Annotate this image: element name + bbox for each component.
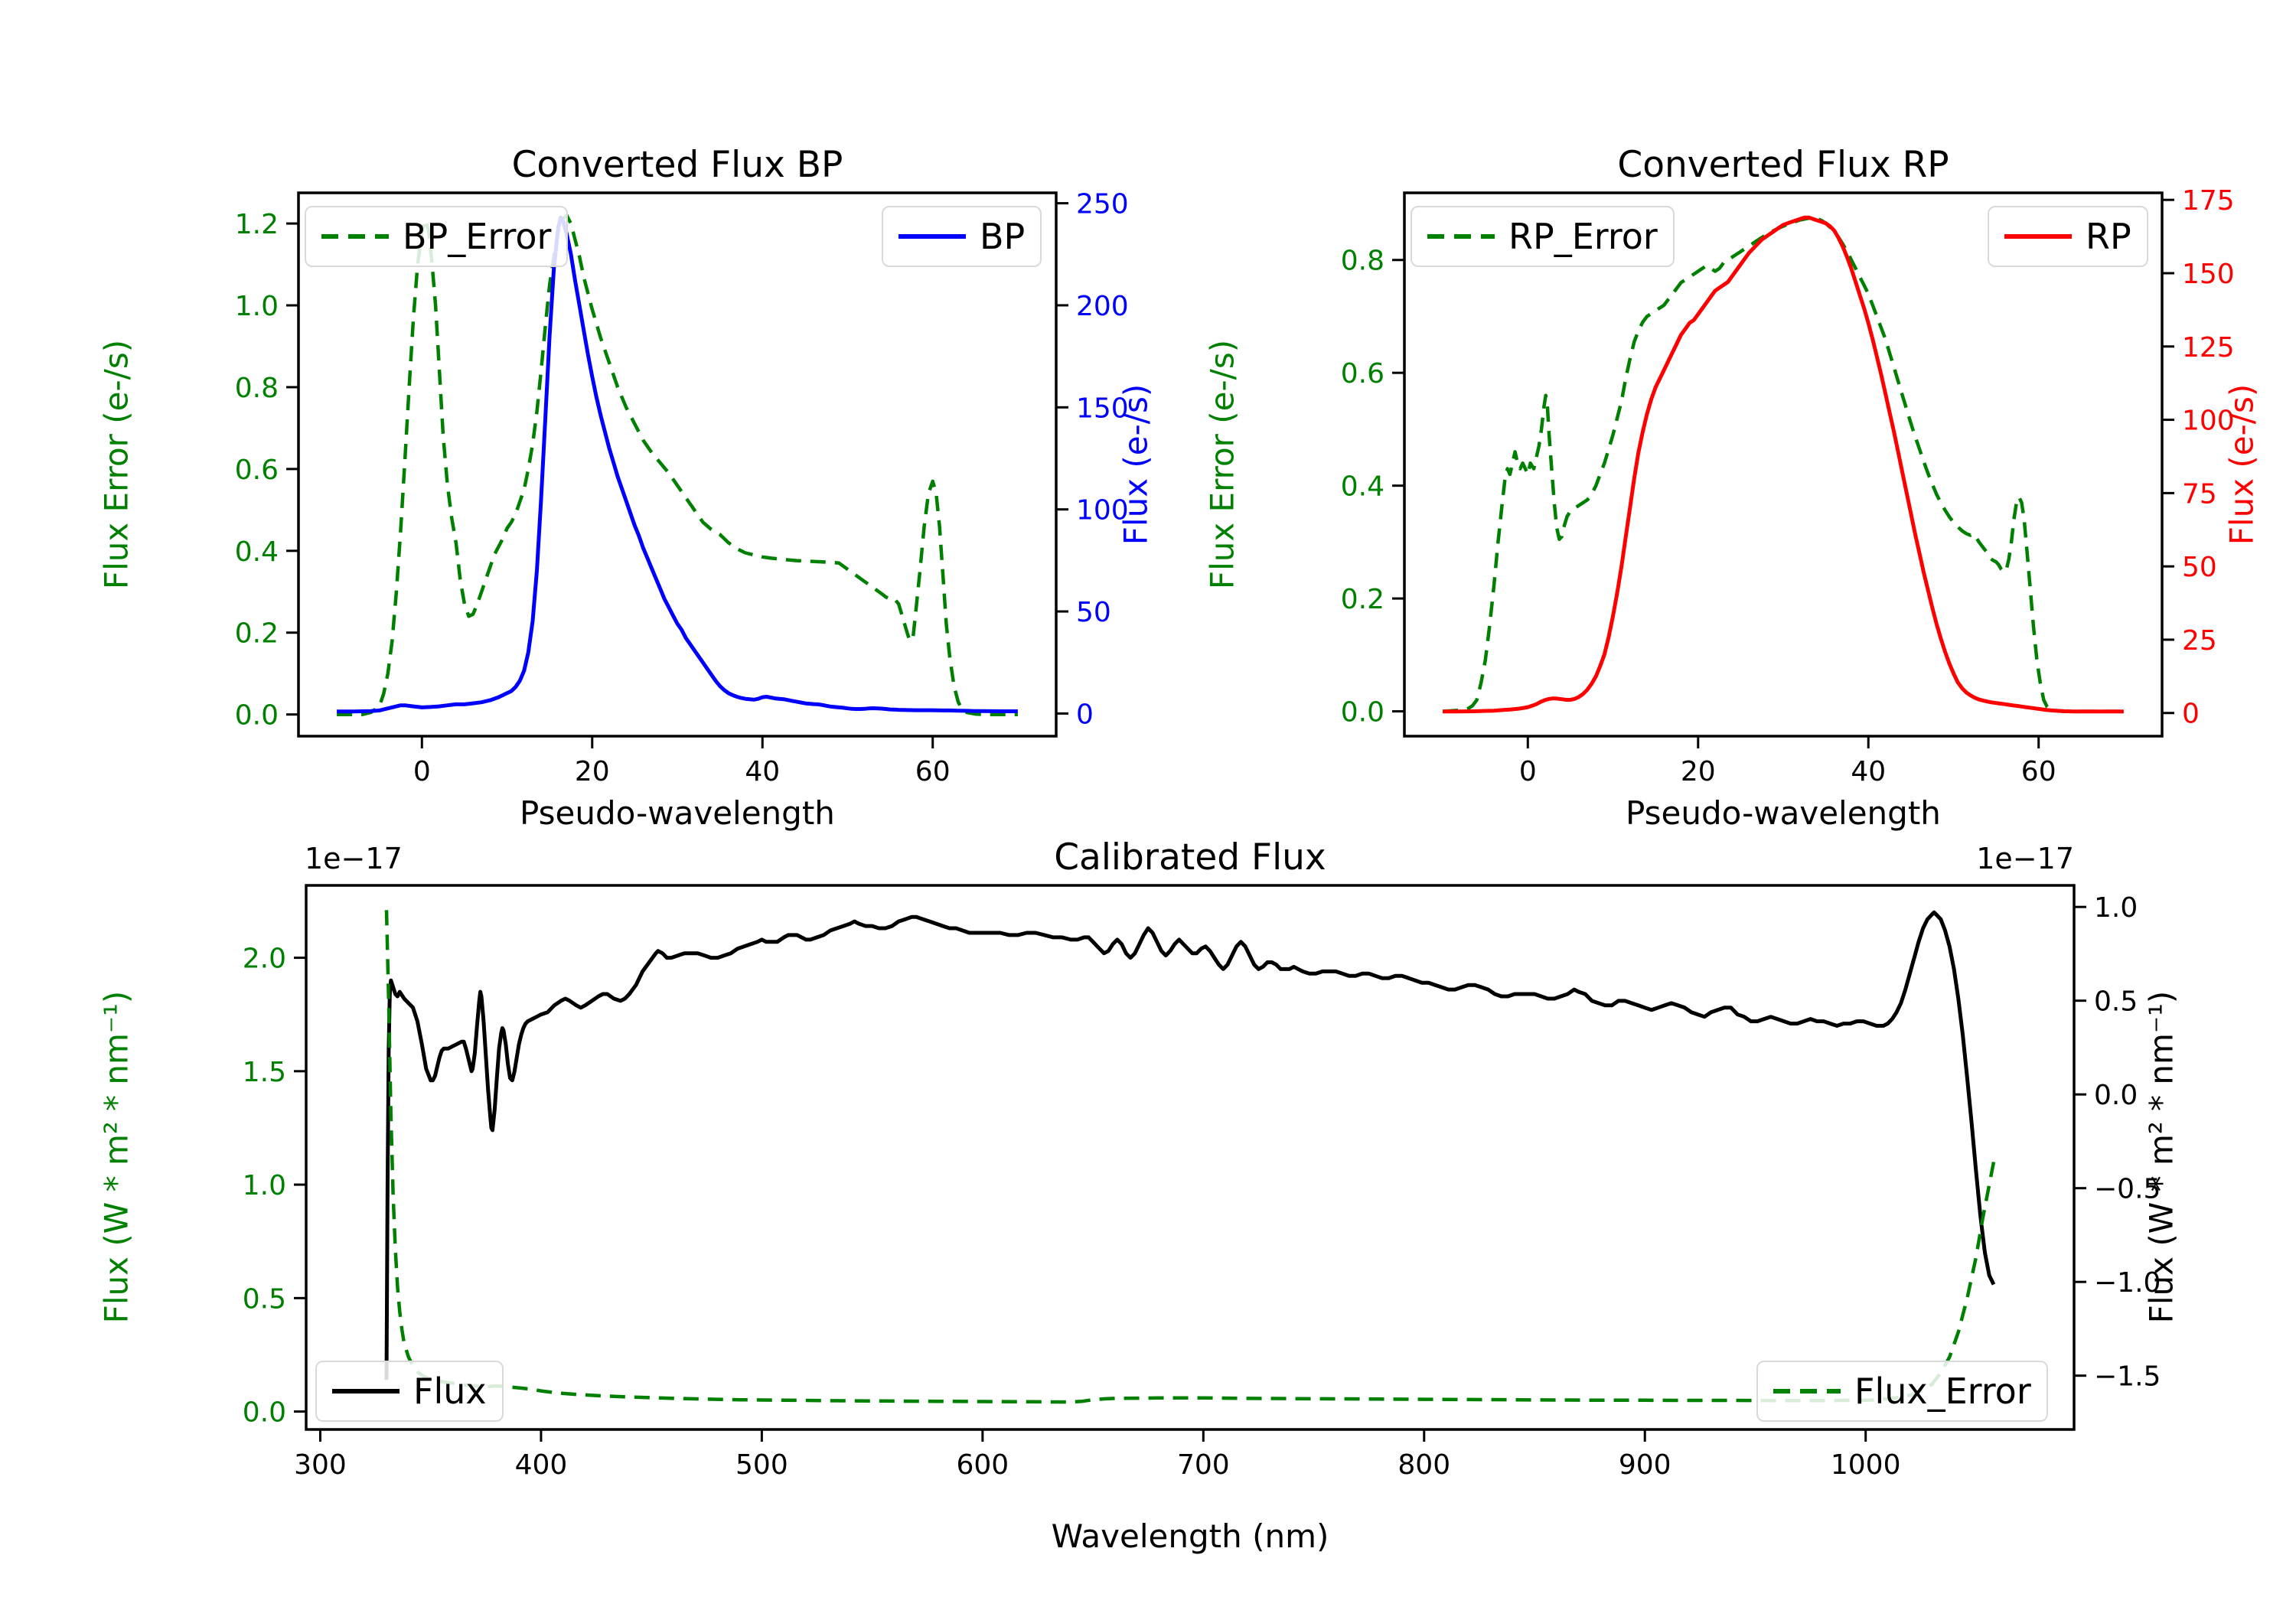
flux-legend-label: Flux [413, 1371, 487, 1412]
tick-label: 900 [1619, 1449, 1671, 1481]
tick-label: 0.2 [1341, 584, 1384, 615]
bp-plot-area: 0 20 40 60 0.0 0.2 0.4 0.6 0.8 1.0 1.2 0 50 100 150 200… [235, 189, 1129, 787]
tick-label: 100 [1076, 495, 1129, 526]
tick-label: 700 [1177, 1449, 1230, 1481]
tick-label: 25 [2182, 625, 2217, 657]
flux-error-legend-line [1773, 1389, 1841, 1393]
tick-label: 250 [1076, 189, 1129, 220]
tick-label: 600 [956, 1449, 1009, 1481]
tick-label: 0.0 [2094, 1080, 2138, 1111]
tick-label: 100 [2182, 406, 2235, 437]
cal-spines [305, 884, 2076, 1431]
tick-label: −1.0 [2094, 1267, 2161, 1299]
tick-label: 1.5 [243, 1057, 286, 1088]
right-axis-offset-text: 1e−17 [1976, 842, 2074, 875]
rp-legend-line [2004, 234, 2072, 239]
tick-label: 75 [2182, 478, 2217, 510]
calibrated-yaxis-right-label: Flux (W * m² * nm⁻¹) [2142, 990, 2180, 1324]
bp-spines [297, 191, 1058, 738]
tick-label: 175 [2182, 185, 2235, 217]
rp-xaxis-label: Pseudo-wavelength [1626, 794, 1941, 832]
tick-label: −1.5 [2094, 1361, 2161, 1393]
flux-error-legend-label: Flux_Error [1854, 1371, 2031, 1412]
bp-error-legend-line [321, 234, 389, 239]
tick-label: 1.0 [235, 291, 279, 322]
tick-label: 0.5 [2094, 986, 2138, 1018]
rp-error-legend-line [1427, 234, 1495, 239]
rp-error-legend-label: RP_Error [1508, 216, 1658, 257]
tick-label: 1.0 [2094, 892, 2138, 924]
bp-yaxis-left-label: Flux Error (e-/s) [97, 339, 135, 590]
tick-label: 0.5 [243, 1283, 286, 1315]
bp-legend-line [899, 234, 966, 239]
tick-label: 0.2 [235, 618, 279, 650]
bp-error-legend-label: BP_Error [403, 216, 552, 257]
tick-label: 0.6 [1341, 358, 1384, 390]
tick-label: 0.4 [235, 536, 279, 568]
tick-label: 1000 [1831, 1449, 1901, 1481]
flux-series [384, 910, 1996, 1380]
bp-legend-label: BP [980, 216, 1026, 257]
tick-label: 1.0 [243, 1170, 286, 1201]
tick-label: 0.8 [1341, 246, 1384, 277]
tick-label: 200 [1076, 291, 1129, 322]
rp-plot-area: 0 20 40 60 0.0 0.2 0.4 0.6 0.8 0 25 50 75 100 125 150 17… [1341, 185, 2235, 787]
rp-spines [1403, 191, 2164, 738]
tick-label: 60 [915, 756, 951, 787]
tick-label: 0 [413, 756, 431, 787]
bp-title: Converted Flux BP [511, 144, 843, 186]
bp-xaxis-label: Pseudo-wavelength [520, 794, 835, 832]
tick-label: 40 [1851, 756, 1886, 787]
tick-label: 1.2 [235, 209, 279, 240]
tick-label: 0.4 [1341, 471, 1384, 503]
left-axis-offset-text: 1e−17 [305, 842, 403, 875]
tick-label: 2.0 [243, 944, 286, 975]
tick-label: 0 [1519, 756, 1537, 787]
tick-label: 0.0 [243, 1397, 286, 1429]
tick-label: 20 [575, 756, 610, 787]
rp-yaxis-right-label: Flux (e-/s) [2223, 383, 2261, 546]
rp-error-legend: RP_Error [1411, 206, 1675, 267]
tick-label: 50 [1076, 597, 1111, 628]
bp-error-legend: BP_Error [305, 206, 569, 267]
flux-error-legend: Flux_Error [1756, 1361, 2048, 1422]
flux-error-series [384, 910, 1996, 1404]
calibrated-yaxis-left-label: Flux (W * m² * nm⁻¹) [97, 990, 135, 1324]
rp-legend: RP [1988, 206, 2148, 267]
tick-label: 0.8 [235, 373, 279, 404]
tick-label: 500 [735, 1449, 788, 1481]
rp-legend-label: RP [2086, 216, 2131, 257]
tick-label: 0.0 [1341, 697, 1384, 729]
tick-label: 50 [2182, 552, 2217, 583]
tick-label: 20 [1681, 756, 1716, 787]
bp-legend: BP [882, 206, 1042, 267]
tick-label: 300 [294, 1449, 347, 1481]
tick-label: 150 [1076, 393, 1129, 424]
rp-yaxis-left-label: Flux Error (e-/s) [1203, 339, 1241, 590]
bp-error-series [337, 214, 1018, 716]
calibrated-title: Calibrated Flux [1054, 836, 1326, 878]
bp-yaxis-right-label: Flux (e-/s) [1117, 383, 1155, 546]
tick-label: 0.6 [235, 455, 279, 486]
tick-label: 150 [2182, 259, 2235, 290]
tick-label: 125 [2182, 332, 2235, 363]
tick-label: 0.0 [235, 700, 279, 732]
tick-label: 40 [745, 756, 780, 787]
rp-title: Converted Flux RP [1617, 144, 1949, 186]
tick-label: −0.5 [2094, 1174, 2161, 1205]
bp-series [337, 215, 1018, 714]
rp-series [1443, 215, 2124, 714]
tick-label: 60 [2021, 756, 2056, 787]
tick-label: 0 [2182, 699, 2200, 730]
tick-label: 0 [1076, 699, 1094, 730]
tick-label: 400 [515, 1449, 568, 1481]
calibrated-plot-area: 300 400 500 600 700 800 900 1000 0.0 0.5 1.0 1.5 2.0… [243, 884, 2161, 1481]
calibrated-xaxis-label: Wavelength (nm) [1051, 1517, 1329, 1555]
flux-legend-line [332, 1389, 400, 1393]
tick-label: 800 [1397, 1449, 1450, 1481]
rp-error-series [1442, 216, 2124, 713]
flux-legend: Flux [315, 1361, 504, 1422]
